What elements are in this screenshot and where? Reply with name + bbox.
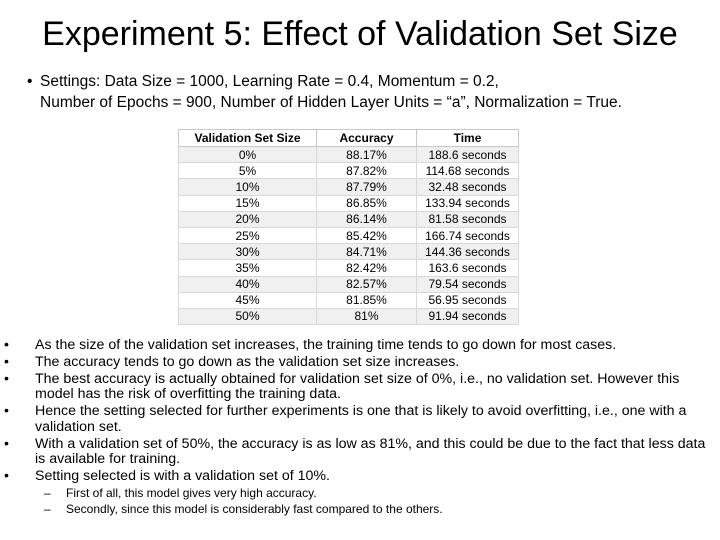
table-row: 20% 86.14% 81.58 seconds (178, 210, 519, 228)
cell-time: 114.68 seconds (416, 162, 519, 180)
table-row: 30% 84.71% 144.36 seconds (178, 243, 519, 261)
list-item: • The accuracy tends to go down as the v… (4, 353, 714, 370)
results-table: Validation Set Size Accuracy Time 0% 88.… (178, 129, 519, 326)
bullet-marker: • (4, 435, 9, 452)
table-row: 10% 87.79% 32.48 seconds (178, 178, 519, 196)
list-item-text: As the size of the validation set increa… (35, 337, 617, 353)
list-item-text: Setting selected is with a validation se… (35, 467, 330, 484)
cell-time: 144.36 seconds (416, 243, 519, 261)
dash-marker: – (44, 501, 51, 516)
cell-time: 133.94 seconds (416, 194, 519, 212)
list-item: • With a validation set of 50%, the accu… (4, 435, 714, 468)
settings-bullet-block: • Settings: Data Size = 1000, Learning R… (27, 71, 717, 113)
cell-validation-set-size: 0% (178, 145, 317, 164)
cell-time: 79.54 seconds (416, 275, 519, 293)
cell-validation-set-size: 35% (178, 259, 317, 277)
list-item-text: The accuracy tends to go down as the val… (35, 353, 460, 370)
table-row: 50% 81% 91.94 seconds (178, 307, 519, 326)
cell-accuracy: 85.42% (316, 226, 417, 245)
sub-list: – First of all, this model gives very hi… (35, 486, 714, 517)
table-row: 40% 82.57% 79.54 seconds (178, 275, 519, 293)
table-row: 15% 86.85% 133.94 seconds (178, 194, 519, 212)
cell-validation-set-size: 5% (178, 162, 317, 180)
sub-list-item: – Secondly, since this model is consider… (35, 502, 714, 518)
header-time: Time (416, 129, 519, 147)
header-accuracy: Accuracy (316, 129, 417, 147)
cell-validation-set-size: 20% (178, 210, 317, 228)
list-item: • The best accuracy is actually obtained… (4, 370, 714, 403)
list-item-text: Hence the setting selected for further e… (35, 403, 687, 435)
cell-time: 81.58 seconds (416, 210, 519, 228)
cell-validation-set-size: 50% (178, 307, 317, 326)
list-item: • Hence the setting selected for further… (4, 403, 714, 435)
cell-validation-set-size: 30% (178, 243, 317, 261)
cell-time: 56.95 seconds (416, 291, 519, 309)
bullet-marker: • (4, 370, 9, 387)
cell-time: 188.6 seconds (416, 145, 519, 164)
header-validation-set-size: Validation Set Size (178, 129, 317, 147)
list-item: • As the size of the validation set incr… (4, 337, 714, 353)
list-item: • Setting selected is with a validation … (4, 467, 714, 517)
cell-validation-set-size: 15% (178, 194, 317, 212)
table-header-row: Validation Set Size Accuracy Time (178, 129, 519, 147)
cell-accuracy: 86.85% (316, 194, 417, 212)
cell-validation-set-size: 10% (178, 178, 317, 196)
table-row: 35% 82.42% 163.6 seconds (178, 259, 519, 277)
table-row: 5% 87.82% 114.68 seconds (178, 162, 519, 180)
cell-accuracy: 82.42% (316, 259, 417, 277)
cell-time: 166.74 seconds (416, 226, 519, 245)
bullet-marker: • (4, 467, 9, 484)
cell-validation-set-size: 40% (178, 275, 317, 293)
cell-accuracy: 81.85% (316, 291, 417, 309)
sub-list-item: – First of all, this model gives very hi… (35, 486, 714, 502)
cell-accuracy: 86.14% (316, 210, 417, 228)
bullet-marker: • (4, 337, 9, 353)
table-row: 45% 81.85% 56.95 seconds (178, 291, 519, 309)
cell-validation-set-size: 45% (178, 291, 317, 309)
cell-time: 32.48 seconds (416, 178, 519, 196)
sub-list-item-text: First of all, this model gives very high… (66, 486, 317, 501)
cell-time: 163.6 seconds (416, 259, 519, 277)
bullet-marker: • (27, 73, 33, 90)
bullet-marker: • (4, 353, 9, 370)
cell-time: 91.94 seconds (416, 307, 519, 326)
settings-line-2: Number of Epochs = 900, Number of Hidden… (40, 94, 622, 111)
dash-marker: – (44, 486, 51, 501)
cell-accuracy: 81% (316, 307, 417, 326)
settings-line-1: Settings: Data Size = 1000, Learning Rat… (40, 73, 499, 90)
cell-accuracy: 82.57% (316, 275, 417, 293)
observations-list: • As the size of the validation set incr… (4, 337, 714, 519)
cell-accuracy: 84.71% (316, 243, 417, 261)
sub-list-item-text: Secondly, since this model is considerab… (66, 501, 443, 516)
cell-accuracy: 88.17% (316, 145, 417, 164)
cell-accuracy: 87.79% (316, 178, 417, 196)
list-item-text: With a validation set of 50%, the accura… (35, 435, 706, 467)
table-row: 0% 88.17% 188.6 seconds (178, 145, 519, 164)
slide-title: Experiment 5: Effect of Validation Set S… (42, 15, 678, 53)
cell-accuracy: 87.82% (316, 162, 417, 180)
bullet-marker: • (4, 403, 9, 420)
table-row: 25% 85.42% 166.74 seconds (178, 226, 519, 245)
list-item-text: The best accuracy is actually obtained f… (35, 370, 680, 403)
cell-validation-set-size: 25% (178, 226, 317, 245)
